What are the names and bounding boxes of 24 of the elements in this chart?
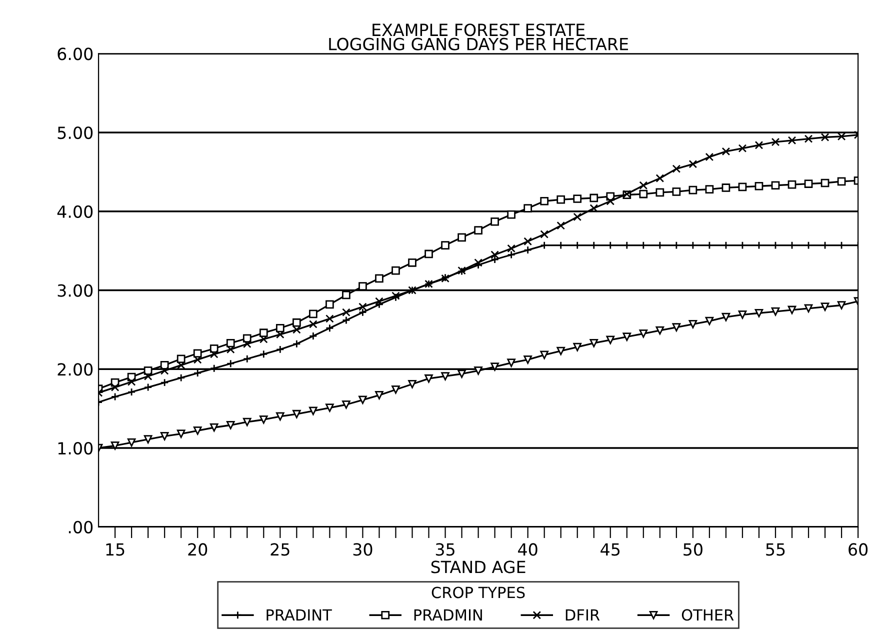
legend-label: PRADINT xyxy=(266,609,332,620)
legend-label: OTHER xyxy=(682,609,734,621)
chart-title: EXAMPLE FOREST ESTATE LOGGING GANG DAYS PER HECTARE xyxy=(329,24,628,50)
y-tick-label: 5.00 xyxy=(58,126,93,140)
x-tick-label: 35 xyxy=(436,543,454,556)
legend-label: PRADMIN xyxy=(414,609,482,620)
x-tick-label: 60 xyxy=(848,543,868,556)
y-tick-label: 1.00 xyxy=(58,442,93,455)
legend-label: DFIR xyxy=(566,609,600,620)
x-tick-label: 45 xyxy=(600,543,620,556)
x-tick-label: 15 xyxy=(106,543,124,556)
y-tick-label: .00 xyxy=(68,520,93,534)
y-tick-label: 4.00 xyxy=(57,205,93,218)
y-tick-label: 3.00 xyxy=(58,284,93,297)
x-tick-label: 30 xyxy=(353,543,372,556)
legend-title: CROP TYPES xyxy=(432,586,525,598)
x-axis-title: STAND AGE xyxy=(431,560,526,574)
x-tick-label: 25 xyxy=(270,543,290,556)
x-tick-label: 50 xyxy=(684,543,702,556)
x-tick-label: 40 xyxy=(518,543,538,556)
y-tick-label: 6.00 xyxy=(58,48,93,60)
x-tick-label: 20 xyxy=(188,543,208,556)
x-tick-label: 55 xyxy=(766,543,785,556)
y-tick-label: 2.00 xyxy=(58,363,93,376)
